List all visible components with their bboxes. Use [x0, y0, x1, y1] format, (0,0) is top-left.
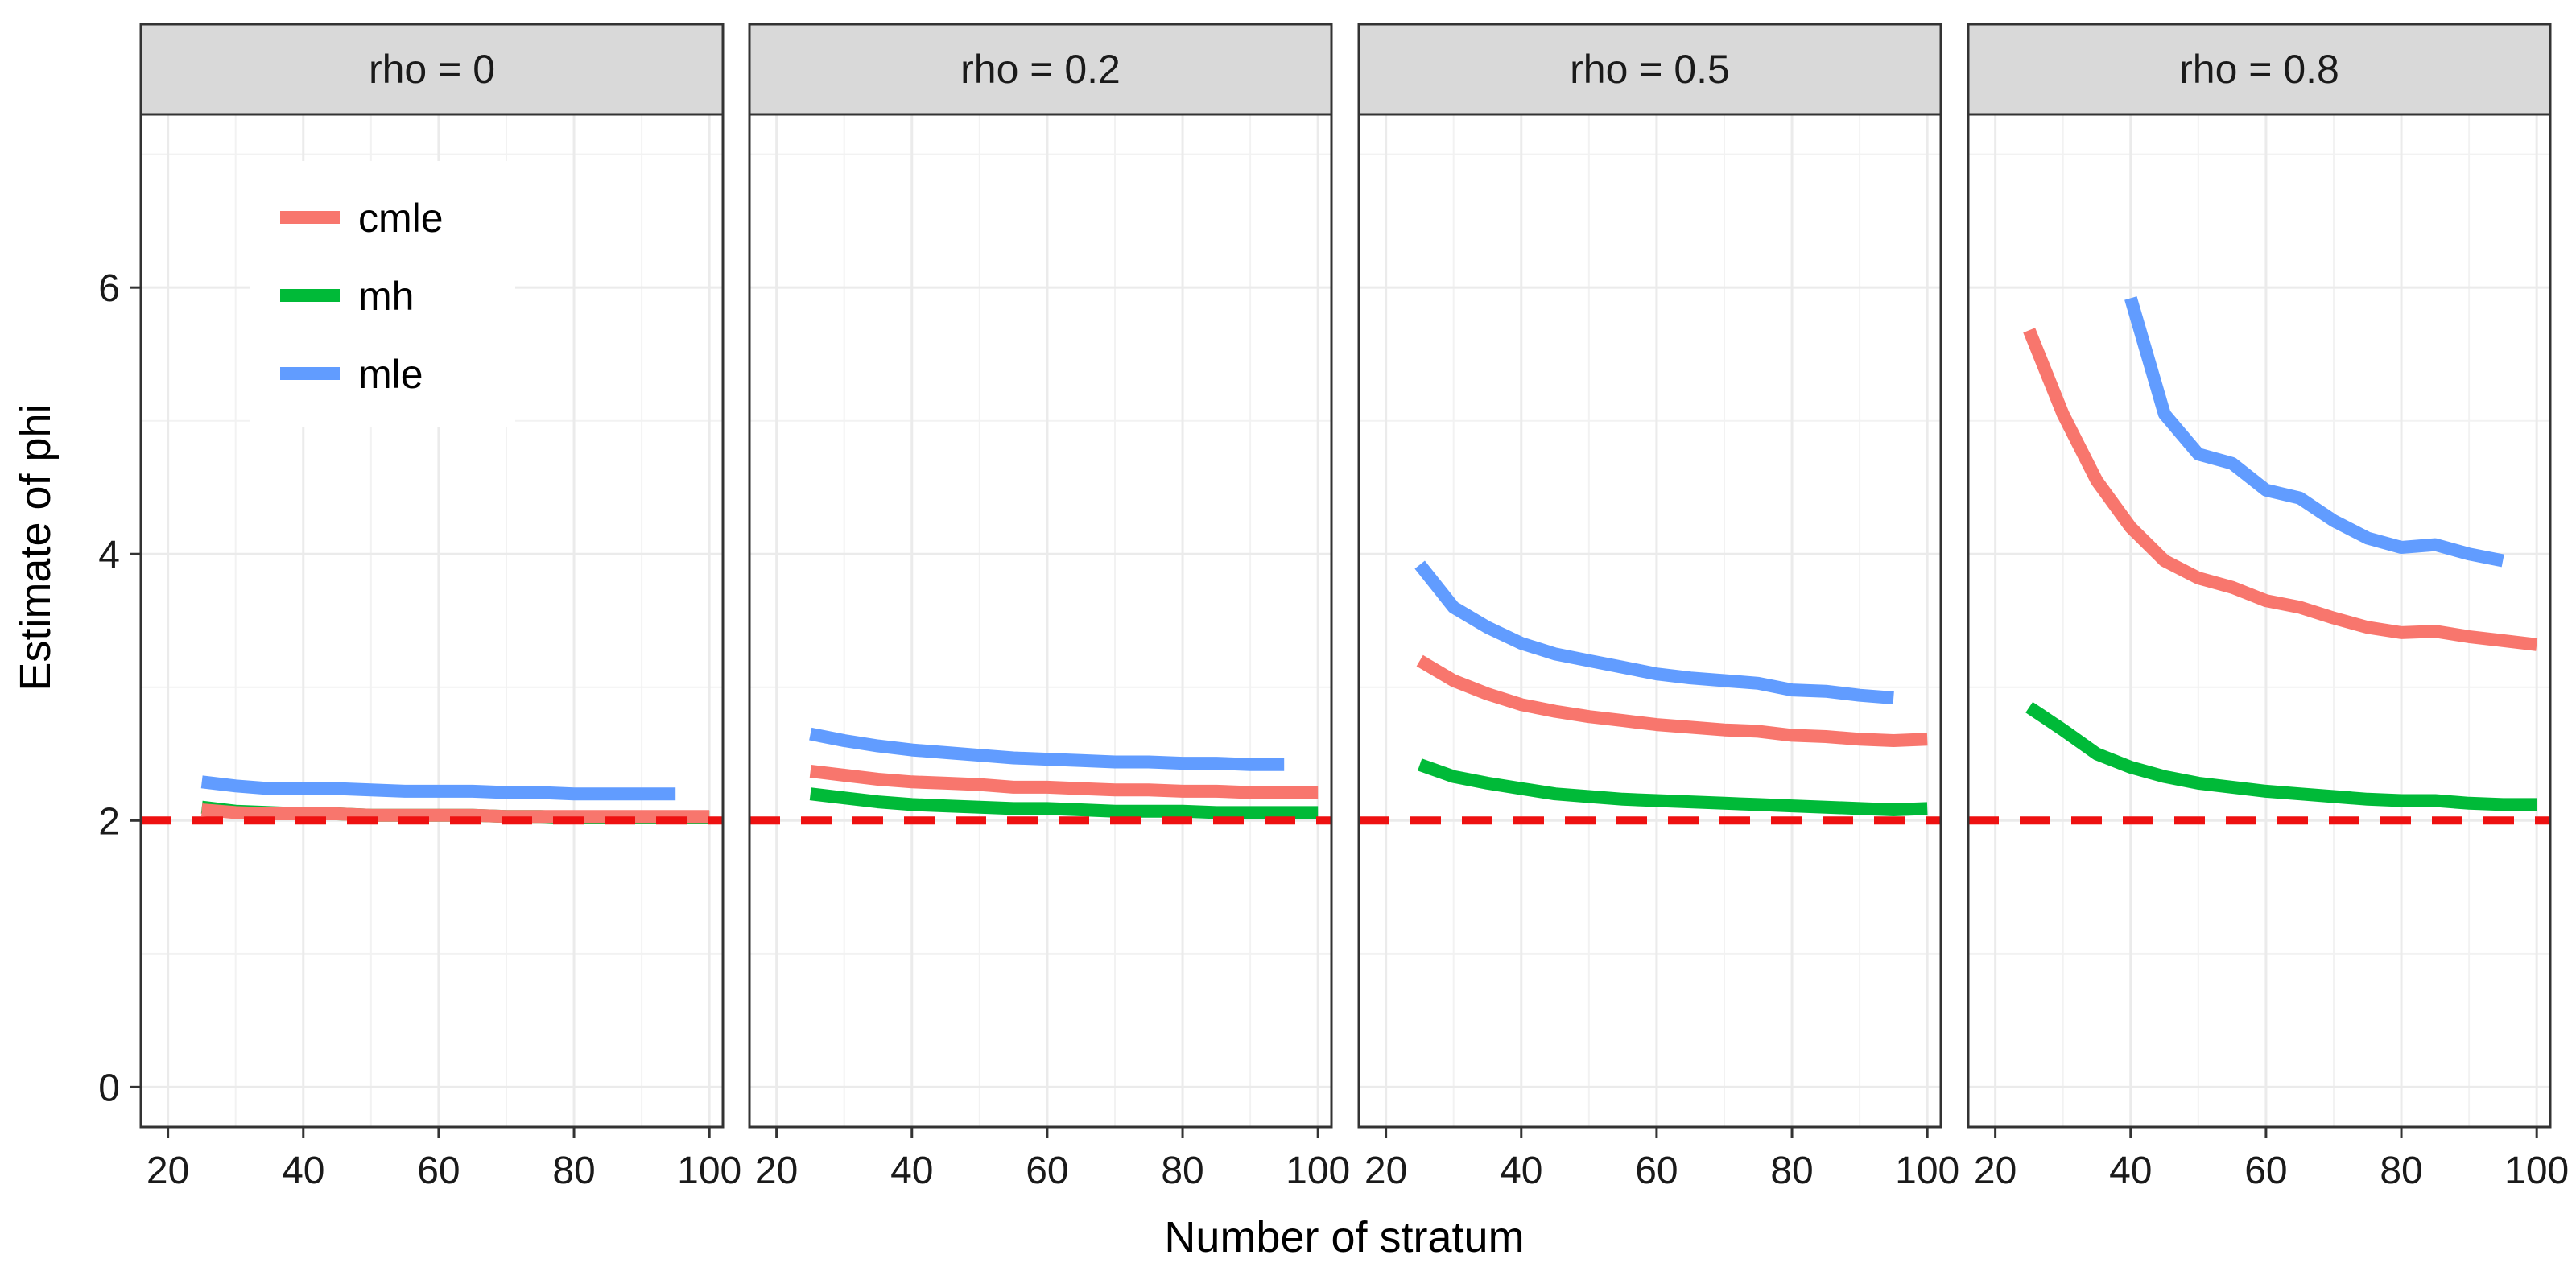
legend-item-mh: mh: [280, 274, 414, 319]
x-tick-label: 60: [1635, 1150, 1678, 1192]
panel-border: [748, 113, 1333, 1129]
panel-border: [1967, 113, 2552, 1129]
x-tick-label: 40: [1500, 1150, 1542, 1192]
legend-label: cmle: [358, 196, 444, 241]
x-tick-label: 80: [2380, 1150, 2422, 1192]
x-tick-label: 40: [890, 1150, 933, 1192]
facet-strip-label: rho = 0.8: [2179, 47, 2339, 92]
x-tick-label: 100: [1286, 1150, 1350, 1192]
series-line-cmle: [2023, 328, 2538, 651]
panel-border: [1357, 113, 1942, 1129]
y-tick-label: 6: [98, 267, 120, 310]
panels-layer: rho = 0 20 40 60 80 100 0 2 4 6 rho = 0.2 20 40 60 80 1…: [98, 23, 2569, 1192]
series-line-mle: [200, 775, 676, 801]
x-tick-label: 100: [1895, 1150, 1959, 1192]
panel-2: rho = 0.2 20 40 60 80 100: [748, 23, 1350, 1192]
panel-background: [1359, 114, 1941, 1127]
series-line-cmle: [809, 765, 1319, 799]
gridlines: [749, 114, 1331, 1127]
x-axis-title: Number of stratum: [1164, 1213, 1524, 1261]
series-line-mle: [1414, 560, 1894, 704]
x-tick-label: 20: [755, 1150, 798, 1192]
x-tick-label: 100: [677, 1150, 741, 1192]
panel-border: [139, 113, 724, 1129]
series-line-mh: [1418, 758, 1928, 816]
x-tick-label: 40: [282, 1150, 324, 1192]
facet-strip-label: rho = 0.5: [1570, 47, 1730, 92]
facet-strip: [1967, 23, 2552, 116]
series-line-mh: [809, 787, 1319, 819]
facet-strip: [139, 23, 724, 116]
panel-3: rho = 0.5 20 40 60 80 100: [1357, 23, 1959, 1192]
x-tick-label: 40: [2109, 1150, 2152, 1192]
legend-label: mh: [358, 274, 414, 319]
x-tick-label: 60: [2244, 1150, 2287, 1192]
panel-4: rho = 0.8 20 40 60 80 100: [1967, 23, 2569, 1192]
facet-strip: [1357, 23, 1942, 116]
x-tick-label: 80: [1770, 1150, 1813, 1192]
x-tick-label: 100: [2504, 1150, 2569, 1192]
panel-background: [749, 114, 1331, 1127]
series-line-cmle: [201, 803, 710, 824]
series-line-mle: [809, 727, 1285, 771]
series-line-mh: [2025, 701, 2537, 811]
x-tick-label: 60: [1026, 1150, 1068, 1192]
legend: cmle mh mle: [250, 161, 515, 427]
facet-strip: [748, 23, 1333, 116]
y-tick-label: 4: [98, 534, 120, 576]
x-tick-label: 20: [1364, 1150, 1407, 1192]
x-tick-label: 60: [417, 1150, 460, 1192]
y-tick-label: 2: [98, 800, 120, 843]
y-axis-title: Estimate of phi: [11, 403, 60, 691]
facet-strip-label: rho = 0: [369, 47, 495, 92]
facet-strip-label: rho = 0.2: [960, 47, 1121, 92]
x-tick-label: 80: [552, 1150, 595, 1192]
series-line-cmle: [1416, 654, 1928, 747]
x-tick-label: 20: [147, 1150, 189, 1192]
y-tick-label: 0: [98, 1067, 120, 1109]
legend-item-mle: mle: [280, 352, 423, 397]
x-tick-label: 20: [1974, 1150, 2017, 1192]
panel-background: [1968, 114, 2550, 1127]
legend-item-cmle: cmle: [280, 196, 444, 241]
legend-label: mle: [358, 352, 423, 397]
x-tick-label: 80: [1161, 1150, 1203, 1192]
series-line-mle: [2124, 296, 2504, 568]
